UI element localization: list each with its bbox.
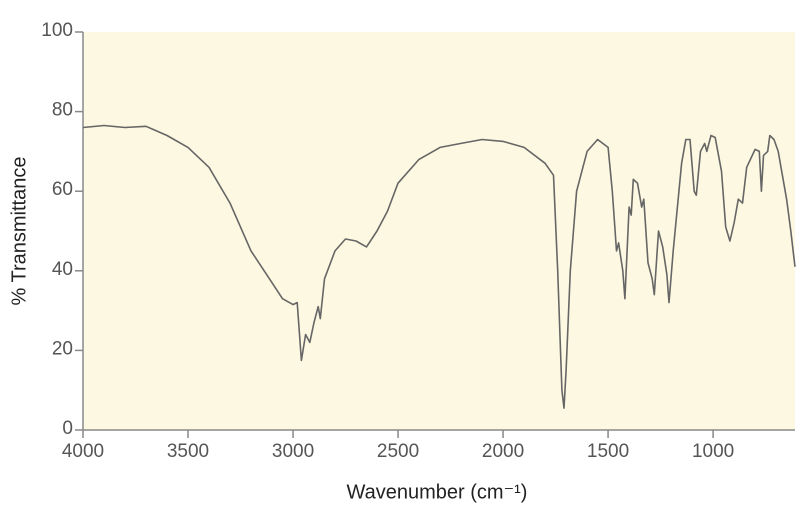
y-tick-label: 20 bbox=[52, 338, 73, 359]
plot-area bbox=[83, 32, 795, 430]
x-tick-label: 2500 bbox=[377, 441, 419, 462]
x-axis-title: Wavenumber (cm⁻¹) bbox=[347, 481, 528, 503]
x-tick-label: 3000 bbox=[272, 441, 314, 462]
x-tick-label: 1500 bbox=[587, 441, 629, 462]
x-tick-label: 3500 bbox=[167, 441, 209, 462]
x-tick-label: 4000 bbox=[62, 441, 104, 462]
y-tick-label: 40 bbox=[52, 259, 73, 280]
y-tick-label: 60 bbox=[52, 179, 73, 200]
y-tick-label: 0 bbox=[62, 418, 73, 439]
y-tick-label: 100 bbox=[41, 20, 73, 41]
x-tick-label: 1000 bbox=[692, 441, 734, 462]
y-axis-title: % Transmittance bbox=[8, 157, 30, 306]
y-tick-label: 80 bbox=[52, 100, 73, 121]
spectrum-line bbox=[82, 124, 796, 409]
x-tick-label: 2000 bbox=[482, 441, 524, 462]
